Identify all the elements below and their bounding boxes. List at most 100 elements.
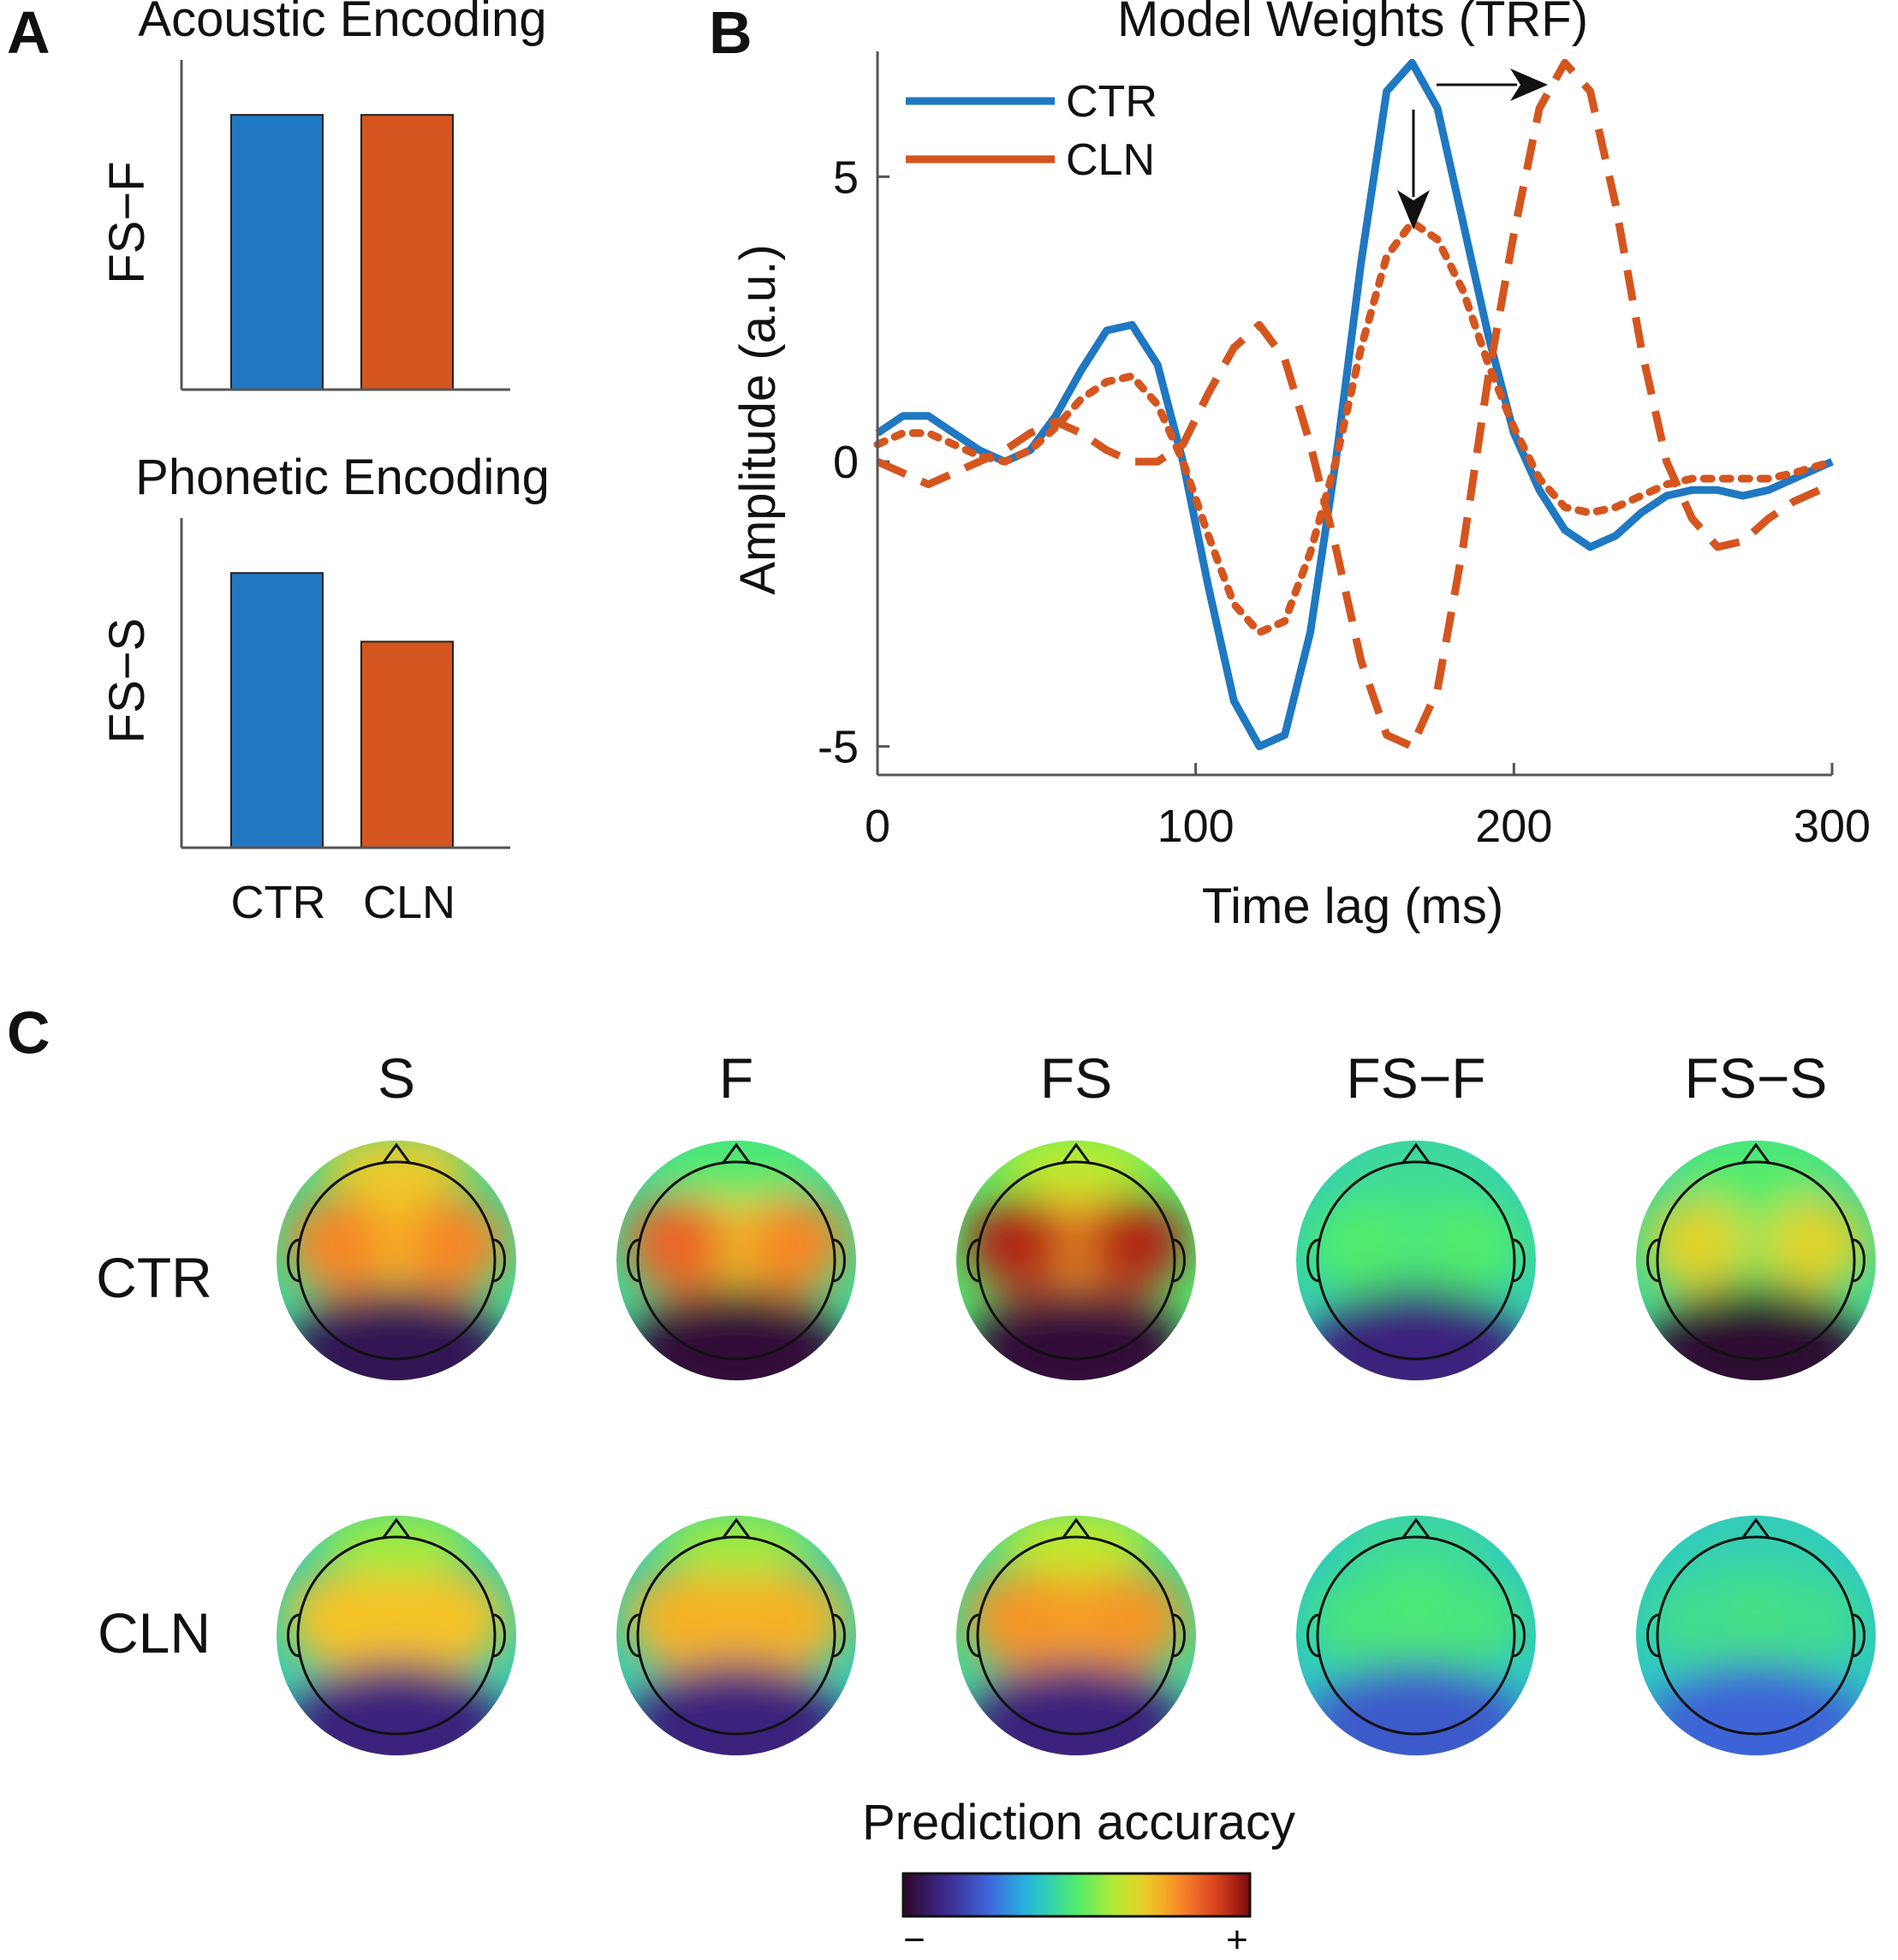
right-ear (832, 1613, 846, 1658)
trf-legend: CTR CLN (906, 77, 1157, 185)
topomap-cln-1 (616, 1516, 856, 1755)
latency-shift-arrowhead (1510, 69, 1548, 101)
left-ear (1646, 1613, 1660, 1658)
topomap-ctr-4 (1636, 1141, 1876, 1380)
head-outline (1656, 1160, 1856, 1361)
topomap-cln-3 (1296, 1516, 1536, 1755)
phonetic-ylabel: FS−S (99, 618, 155, 744)
head-outline (296, 1160, 497, 1361)
acoustic-title: Acoustic Encoding (138, 0, 546, 47)
left-ear (1306, 1613, 1320, 1658)
nose (381, 1142, 412, 1165)
colorbar: Prediction accuracy − + (862, 1795, 1295, 1960)
nose (1401, 1517, 1431, 1540)
nose (1740, 1517, 1771, 1540)
phonetic-bar-ctr (230, 572, 324, 849)
topomap-ctr-2 (956, 1141, 1196, 1380)
trf-chart: Model Weights (TRF) Amplitude (a.u.) Tim… (730, 0, 1871, 934)
left-ear (1646, 1238, 1660, 1283)
series-line-cln-dotted (873, 218, 1836, 637)
acoustic-ylabel: FS−F (99, 161, 155, 283)
head-outline (296, 1535, 497, 1736)
x-tick-label: 0 (865, 801, 890, 852)
panel-label-c: C (7, 999, 51, 1066)
trf-title: Model Weights (TRF) (1117, 0, 1588, 47)
right-ear (492, 1238, 506, 1283)
row-label-ctr: CTR (96, 1246, 212, 1309)
legend-label-ctr: CTR (1066, 77, 1157, 127)
left-ear (1306, 1238, 1320, 1283)
topomap-cln-4 (1636, 1516, 1876, 1755)
topomap-ctr-0 (277, 1141, 516, 1380)
column-title-fs: FS (1040, 1046, 1112, 1110)
legend-label-cln: CLN (1066, 135, 1155, 185)
nose (1401, 1142, 1431, 1165)
column-title-fs-minus-f: FS−F (1346, 1046, 1485, 1110)
left-ear (627, 1238, 640, 1283)
amplitude-drop-arrowhead (1397, 190, 1430, 229)
right-ear (1172, 1238, 1186, 1283)
category-label-ctr: CTR (231, 877, 326, 928)
nose (381, 1517, 412, 1540)
phonetic-encoding-chart: Phonetic Encoding FS−S CTR CLN (99, 450, 550, 928)
topomap-ctr-3 (1296, 1141, 1536, 1380)
column-title-f: F (719, 1046, 753, 1110)
trf-ticks: 0 100 200 300-505 (818, 152, 1871, 852)
right-ear (1852, 1613, 1865, 1658)
head-outline (1316, 1160, 1516, 1361)
left-ear (287, 1613, 300, 1658)
topomap-grid: S F FS FS−F FS−S CTR CLN (96, 1046, 1876, 1755)
colorbar-min-label: − (903, 1919, 925, 1960)
acoustic-bar-cln (360, 114, 454, 391)
left-ear (287, 1238, 300, 1283)
nose (1061, 1517, 1092, 1540)
acoustic-bar-ctr (230, 114, 324, 391)
right-ear (832, 1238, 846, 1283)
colorbar-title: Prediction accuracy (862, 1795, 1295, 1850)
panel-label-b: B (709, 0, 753, 66)
nose (721, 1517, 752, 1540)
x-tick-label: 100 (1157, 801, 1235, 852)
nose (721, 1142, 752, 1165)
head-outline (976, 1535, 1176, 1736)
right-ear (492, 1613, 506, 1658)
head-outline (636, 1535, 836, 1736)
y-tick-label: 5 (833, 152, 859, 203)
nose (1740, 1142, 1771, 1165)
row-label-cln: CLN (98, 1601, 211, 1665)
y-tick-label: -5 (818, 722, 859, 773)
phonetic-title: Phonetic Encoding (135, 450, 550, 505)
acoustic-encoding-chart: Acoustic Encoding FS−F (99, 0, 547, 391)
panel-label-a: A (7, 0, 51, 66)
head-outline (636, 1160, 836, 1361)
colorbar-max-label: + (1226, 1919, 1248, 1960)
right-ear (1512, 1613, 1526, 1658)
left-ear (967, 1613, 980, 1658)
left-ear (627, 1613, 640, 1658)
topomap-cln-0 (277, 1516, 516, 1755)
right-ear (1172, 1613, 1186, 1658)
column-title-fs-minus-s: FS−S (1685, 1046, 1828, 1110)
right-ear (1512, 1238, 1526, 1283)
x-tick-label: 200 (1475, 801, 1552, 852)
y-tick-label: 0 (833, 437, 859, 488)
x-tick-label: 300 (1794, 801, 1871, 852)
topomap-ctr-1 (616, 1141, 856, 1380)
trf-lines (873, 58, 1836, 751)
colorbar-gradient (901, 1872, 1252, 1918)
phonetic-bar-cln (360, 640, 454, 849)
head-outline (1316, 1535, 1516, 1736)
trf-xlabel: Time lag (ms) (1202, 879, 1503, 934)
left-ear (967, 1238, 980, 1283)
right-ear (1852, 1238, 1865, 1283)
series-line-cln (876, 58, 1834, 751)
trf-annotations (1397, 69, 1548, 229)
column-title-s: S (378, 1046, 415, 1110)
category-label-cln: CLN (363, 877, 455, 928)
head-outline (976, 1160, 1176, 1361)
nose (1061, 1142, 1092, 1165)
trf-ylabel: Amplitude (a.u.) (730, 244, 786, 594)
head-outline (1656, 1535, 1856, 1736)
topomap-cln-2 (956, 1516, 1196, 1755)
